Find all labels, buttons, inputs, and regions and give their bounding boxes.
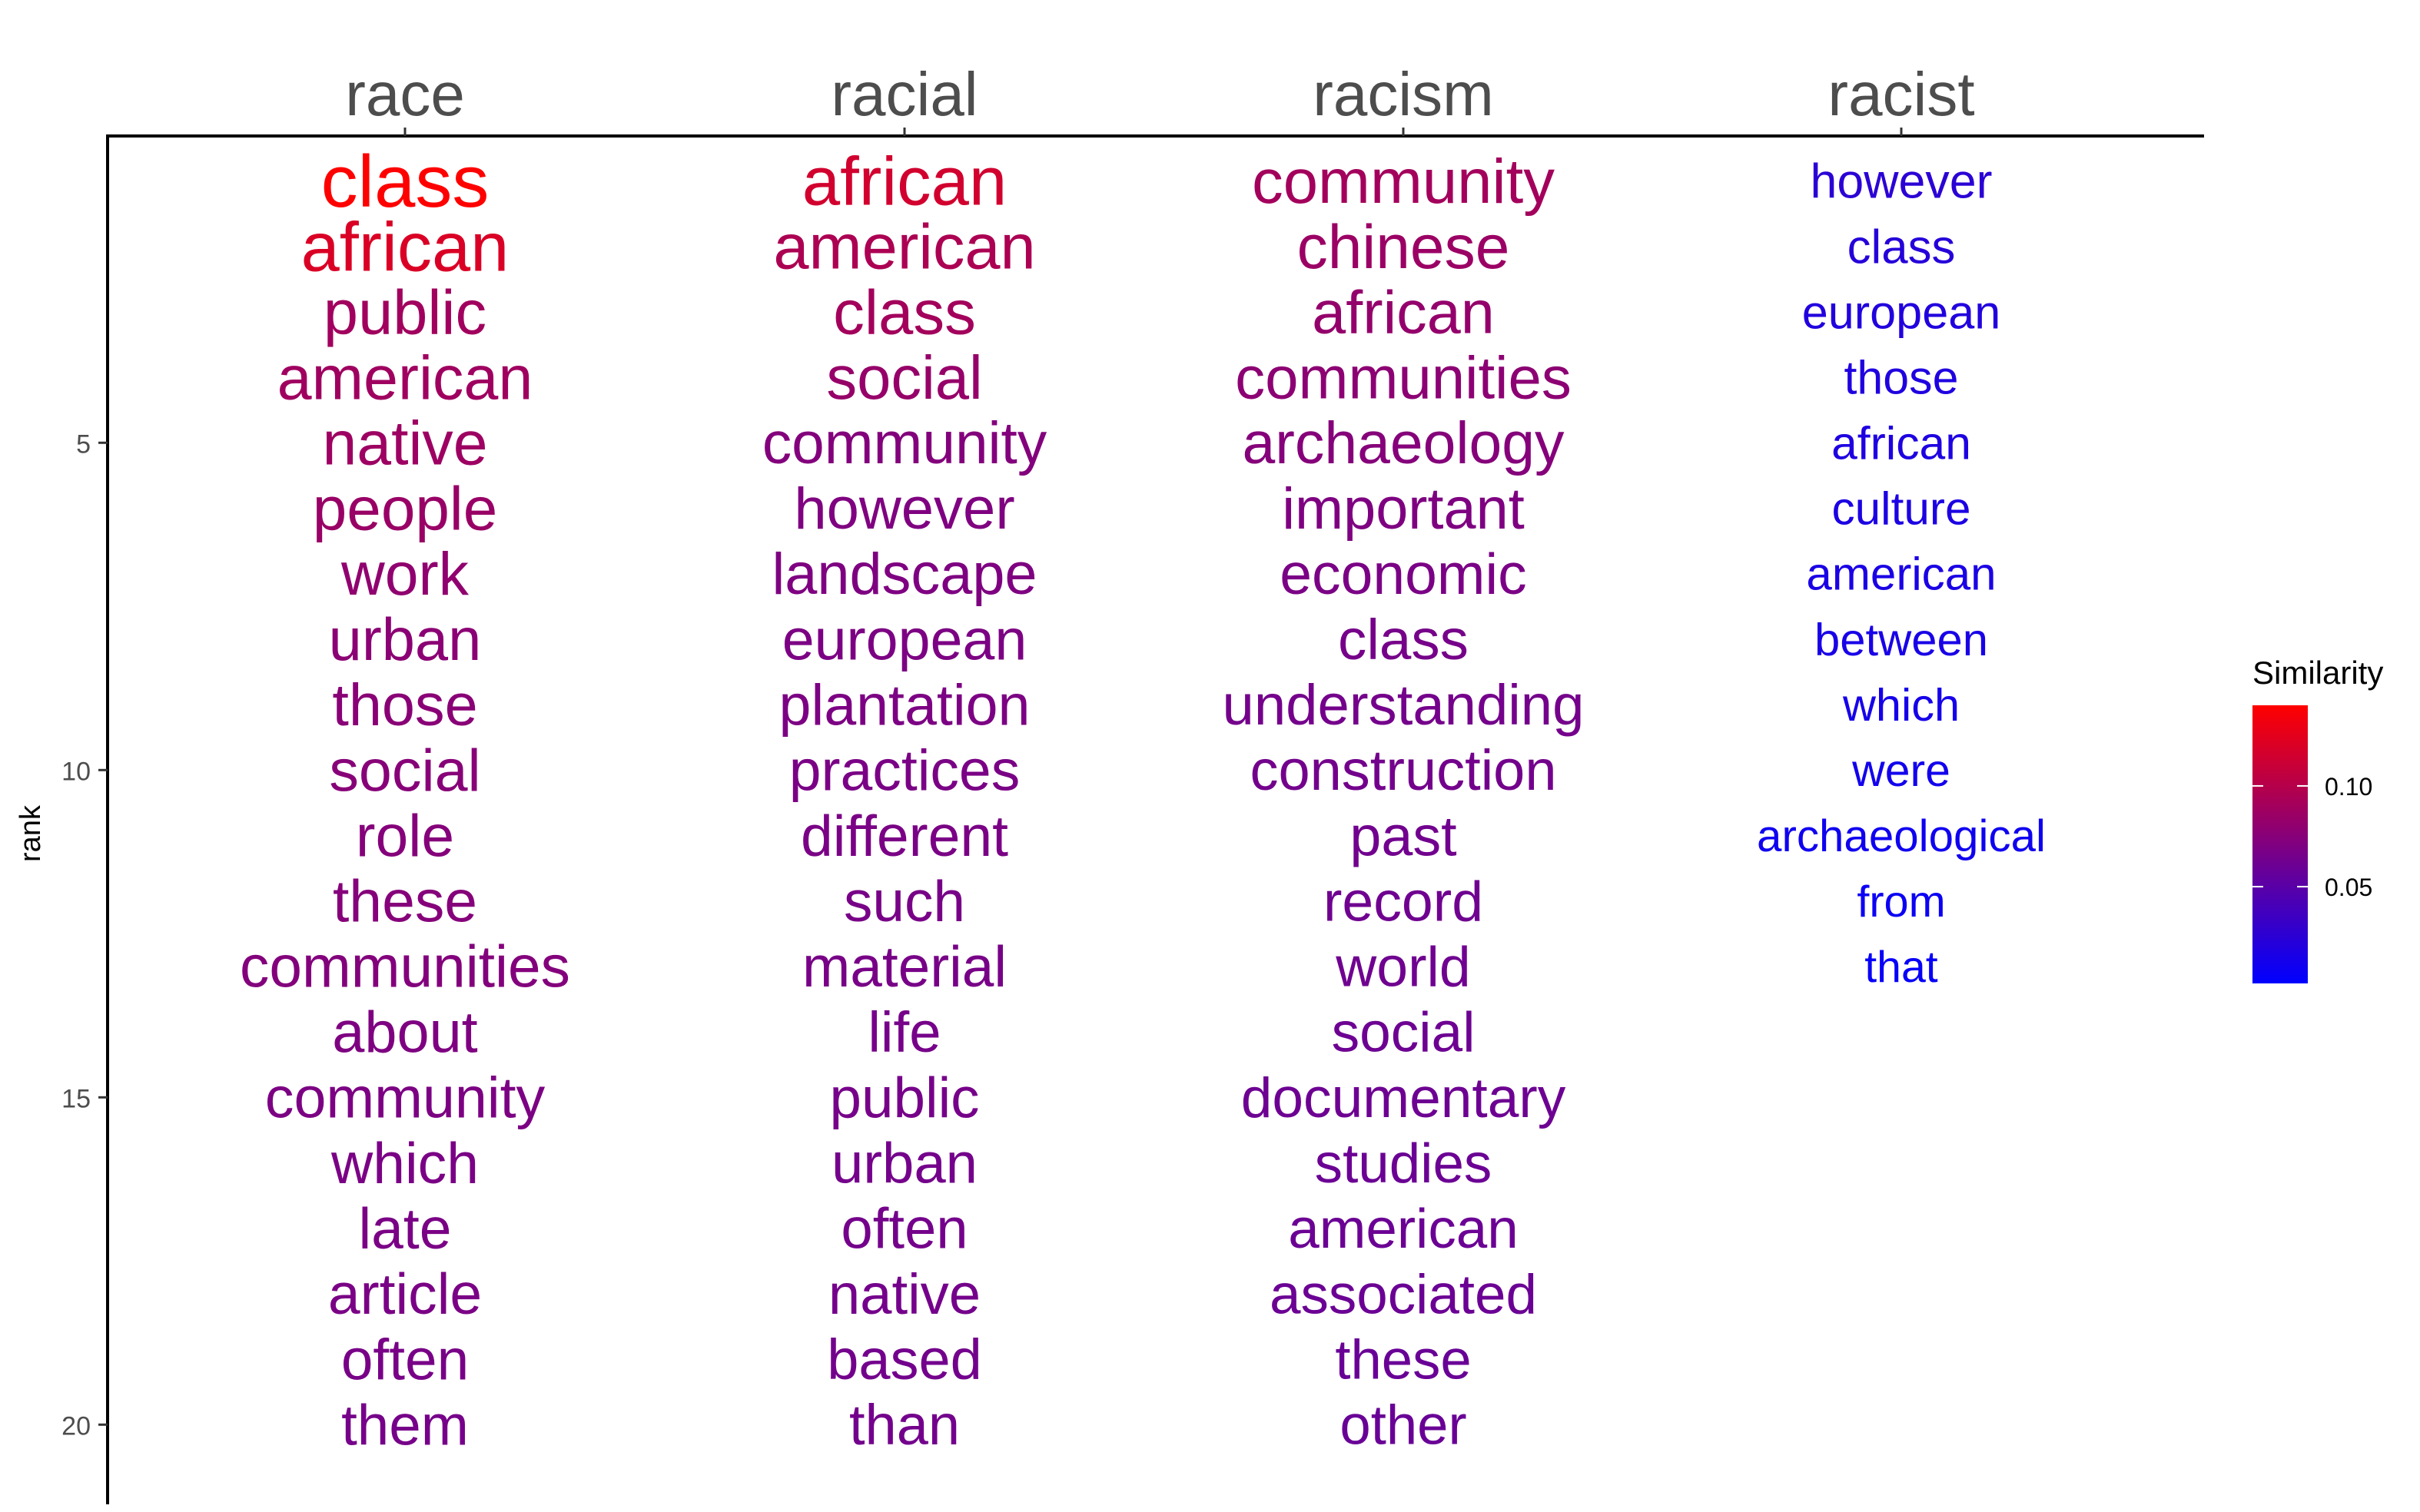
word-racism-12: record [1323, 870, 1483, 933]
word-racism-6: important [1282, 476, 1525, 542]
y-tick-label: 10 [61, 757, 91, 786]
word-racial-12: such [844, 869, 965, 933]
word-race-12: these [333, 869, 477, 935]
word-race-2: african [301, 208, 510, 286]
word-race-18: article [328, 1262, 482, 1326]
word-racism-15: documentary [1241, 1067, 1566, 1129]
word-race-1: class [321, 141, 490, 223]
word-columns: classafricanpublicamericannativepeoplewo… [240, 141, 2046, 1457]
legend-title: Similarity [2252, 655, 2383, 691]
word-racial-3: class [833, 277, 976, 347]
word-race-8: urban [329, 607, 482, 673]
word-racial-17: often [841, 1197, 968, 1261]
legend-colorbar [2252, 705, 2308, 983]
word-racial-4: social [826, 343, 982, 412]
word-racism-7: economic [1280, 542, 1526, 606]
word-race-7: work [340, 540, 470, 608]
word-racist-2: class [1847, 220, 1956, 274]
word-racism-1: community [1252, 147, 1555, 217]
word-racism-3: african [1312, 278, 1495, 346]
word-racial-15: public [830, 1065, 980, 1129]
legend-tick-label: 0.05 [2325, 874, 2372, 901]
word-race-9: those [332, 672, 477, 738]
word-racism-5: archaeology [1243, 410, 1565, 476]
word-racist-3: european [1802, 286, 2001, 338]
word-racial-18: native [828, 1262, 981, 1326]
word-race-19: often [341, 1327, 469, 1391]
legend-ticks: 0.05 0.10 [2252, 773, 2372, 901]
word-racial-14: life [868, 1000, 941, 1064]
word-race-15: community [265, 1066, 546, 1130]
word-racist-12: from [1857, 877, 1945, 927]
word-race-11: role [356, 803, 454, 869]
column-label-racist: racist [1827, 60, 1974, 128]
word-racism-10: construction [1250, 738, 1557, 802]
word-racism-11: past [1349, 804, 1456, 867]
word-racial-1: african [802, 144, 1008, 220]
word-race-13: communities [240, 935, 570, 1000]
word-racial-20: than [849, 1393, 960, 1457]
word-racism-4: communities [1235, 343, 1572, 411]
word-racial-10: practices [789, 738, 1021, 803]
column-labels: race racial racism racist [345, 60, 1975, 136]
word-racial-13: material [802, 934, 1007, 999]
y-tick-label: 20 [61, 1411, 91, 1441]
word-race-4: american [277, 343, 533, 413]
word-racism-17: american [1288, 1198, 1518, 1260]
word-racist-8: between [1814, 614, 1988, 665]
word-racist-6: culture [1832, 482, 1971, 535]
y-axis-title: rank [15, 804, 47, 862]
word-racism-13: world [1335, 936, 1470, 999]
column-label-racism: racism [1313, 60, 1494, 128]
word-racism-9: understanding [1223, 673, 1585, 737]
word-racism-2: chinese [1297, 213, 1510, 282]
word-racism-18: associated [1270, 1263, 1537, 1325]
y-tick-label: 15 [61, 1084, 91, 1113]
word-racist-1: however [1811, 154, 1993, 208]
word-racism-8: class [1338, 607, 1469, 671]
word-race-5: native [322, 410, 487, 479]
word-racial-5: community [762, 411, 1047, 476]
word-race-10: social [329, 738, 480, 804]
word-race-3: public [324, 278, 486, 347]
word-race-6: people [313, 474, 498, 543]
word-racial-8: european [782, 607, 1027, 671]
y-tick-label: 5 [76, 429, 91, 459]
word-racist-9: which [1842, 679, 1960, 731]
word-racism-20: other [1339, 1394, 1466, 1457]
word-racist-13: that [1864, 943, 1937, 992]
word-racist-10: were [1851, 746, 1950, 796]
word-racial-6: however [794, 476, 1014, 542]
word-racial-19: based [827, 1328, 982, 1391]
column-label-race: race [345, 60, 465, 128]
word-race-16: which [330, 1131, 479, 1195]
word-racist-7: american [1806, 549, 1996, 600]
word-race-17: late [358, 1196, 451, 1261]
color-legend: Similarity 0.05 0.10 [2252, 655, 2383, 983]
word-racism-14: social [1332, 1002, 1476, 1064]
word-race-20: them [341, 1392, 469, 1457]
word-racial-2: american [773, 211, 1035, 283]
y-axis-ticks: 5 10 15 20 [61, 429, 108, 1441]
word-racial-16: urban [832, 1131, 978, 1195]
word-racist-11: archaeological [1757, 811, 2046, 861]
legend-tick-label: 0.10 [2325, 773, 2372, 801]
column-label-racial: racial [831, 60, 978, 128]
word-racial-7: landscape [772, 542, 1037, 607]
word-race-14: about [332, 1000, 477, 1066]
word-racial-9: plantation [779, 672, 1031, 737]
word-racism-16: studies [1315, 1132, 1492, 1195]
word-racist-5: african [1831, 417, 1971, 469]
word-racist-4: those [1844, 351, 1959, 403]
word-racial-11: different [801, 804, 1008, 868]
word-racism-19: these [1335, 1328, 1471, 1391]
